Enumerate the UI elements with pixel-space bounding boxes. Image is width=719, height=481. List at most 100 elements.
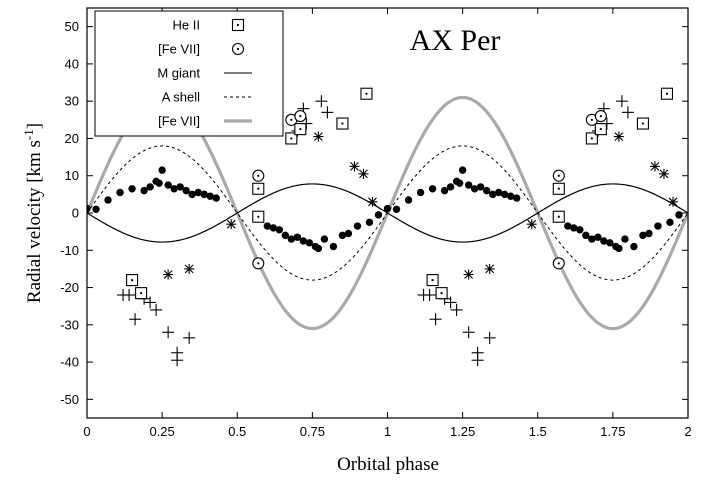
point-filled-circle [164, 181, 172, 189]
point-filled-circle [582, 231, 590, 240]
point-filled-circle [494, 188, 503, 197]
x-tick-label: 1.25 [450, 424, 475, 439]
point-filled-circle [287, 235, 296, 243]
y-tick-label: 30 [65, 94, 79, 109]
point-boxed-dot [252, 210, 265, 223]
point-plus [615, 95, 628, 108]
point-plus [123, 289, 136, 301]
point-asterisk [463, 269, 474, 280]
point-filled-circle [404, 196, 413, 204]
legend-label: [Fe VII] [158, 114, 200, 129]
point-filled-circle [476, 183, 485, 191]
point-boxed-dot [552, 182, 565, 195]
point-plus [462, 326, 475, 339]
y-tick-label: -20 [60, 280, 79, 295]
point-filled-circle [666, 218, 674, 227]
x-tick-label: 1 [384, 424, 391, 439]
point-filled-circle [482, 186, 491, 195]
legend-label: M giant [157, 66, 200, 81]
point-filled-circle [470, 185, 479, 193]
point-plus [171, 354, 184, 367]
point-boxed-dot [336, 117, 349, 130]
y-tick-label: -30 [60, 317, 79, 332]
y-axis-title-close: ] [24, 123, 45, 129]
point-filled-circle [314, 244, 323, 253]
point-plus [423, 289, 436, 301]
point-filled-circle [464, 181, 473, 189]
legend: He II [Fe VII] M giant A shell [Fe VII] [94, 10, 284, 137]
x-tick-label: 1.75 [600, 424, 625, 439]
point-asterisk [526, 219, 537, 230]
point-filled-circle [564, 222, 572, 230]
point-circled-dot [585, 113, 598, 126]
x-tick-label: 0 [83, 424, 90, 439]
point-filled-circle [263, 222, 271, 230]
point-asterisk [226, 219, 237, 230]
y-axis-title: Radial velocity [km s-1] [21, 123, 45, 303]
point-asterisk [349, 161, 360, 172]
point-filled-circle [353, 222, 362, 230]
point-plus [144, 296, 157, 309]
point-boxed-dot [585, 132, 598, 145]
y-axis-title-main: Radial velocity [km s [24, 140, 45, 303]
point-filled-circle [615, 244, 623, 253]
point-filled-circle [645, 229, 653, 238]
legend-marker-circled-dot [231, 42, 245, 56]
y-tick-label: -10 [60, 243, 79, 258]
point-filled-circle [170, 185, 178, 193]
point-plus [444, 296, 457, 309]
point-filled-circle [600, 237, 608, 245]
point-circled-dot [552, 257, 565, 270]
y-tick-label: 10 [65, 168, 79, 183]
y-tick-label: -40 [60, 355, 79, 370]
data-points [87, 87, 683, 367]
point-filled-circle [104, 196, 112, 204]
point-plus [483, 331, 496, 344]
y-tick-label: -50 [60, 392, 79, 407]
point-asterisk [184, 263, 195, 274]
point-boxed-dot [552, 210, 565, 223]
point-filled-circle [200, 190, 208, 199]
y-axis-title-exponent: -1 [21, 129, 36, 140]
point-asterisk [613, 131, 624, 142]
point-filled-circle [374, 211, 383, 219]
point-plus [450, 303, 463, 316]
point-boxed-dot [594, 123, 607, 136]
x-tick-label: 2 [684, 424, 691, 439]
point-filled-circle [275, 226, 284, 234]
point-plus [162, 326, 175, 339]
point-filled-circle [140, 186, 148, 195]
point-plus [129, 313, 142, 326]
point-filled-circle [654, 222, 662, 230]
x-tick-label: 0.25 [149, 424, 174, 439]
point-filled-circle [446, 183, 455, 191]
point-filled-circle [293, 233, 302, 241]
point-boxed-dot [252, 182, 265, 195]
x-tick-label: 1.5 [529, 424, 547, 439]
point-filled-circle [365, 218, 374, 227]
point-filled-circle [392, 205, 401, 213]
legend-marker-boxed-dot [231, 18, 245, 32]
point-asterisk [367, 196, 378, 207]
point-filled-circle [507, 192, 515, 200]
point-filled-circle [458, 166, 467, 174]
point-filled-circle [182, 186, 190, 195]
point-filled-circle [329, 242, 338, 251]
point-filled-circle [588, 235, 596, 243]
point-boxed-dot [135, 287, 148, 300]
chart-title: AX Per [410, 24, 501, 57]
point-filled-circle [621, 235, 629, 243]
point-circled-dot [252, 257, 265, 270]
point-asterisk [484, 263, 495, 274]
point-filled-circle [383, 204, 392, 213]
y-tick-label: 40 [65, 56, 79, 71]
point-filled-circle [488, 190, 497, 199]
point-filled-circle [176, 183, 184, 191]
x-axis-title: Orbital phase [337, 454, 439, 475]
point-plus [150, 303, 163, 316]
point-boxed-dot [660, 87, 674, 100]
point-filled-circle [606, 239, 614, 247]
curve-dashed [87, 145, 688, 281]
legend-label: A shell [162, 90, 200, 105]
